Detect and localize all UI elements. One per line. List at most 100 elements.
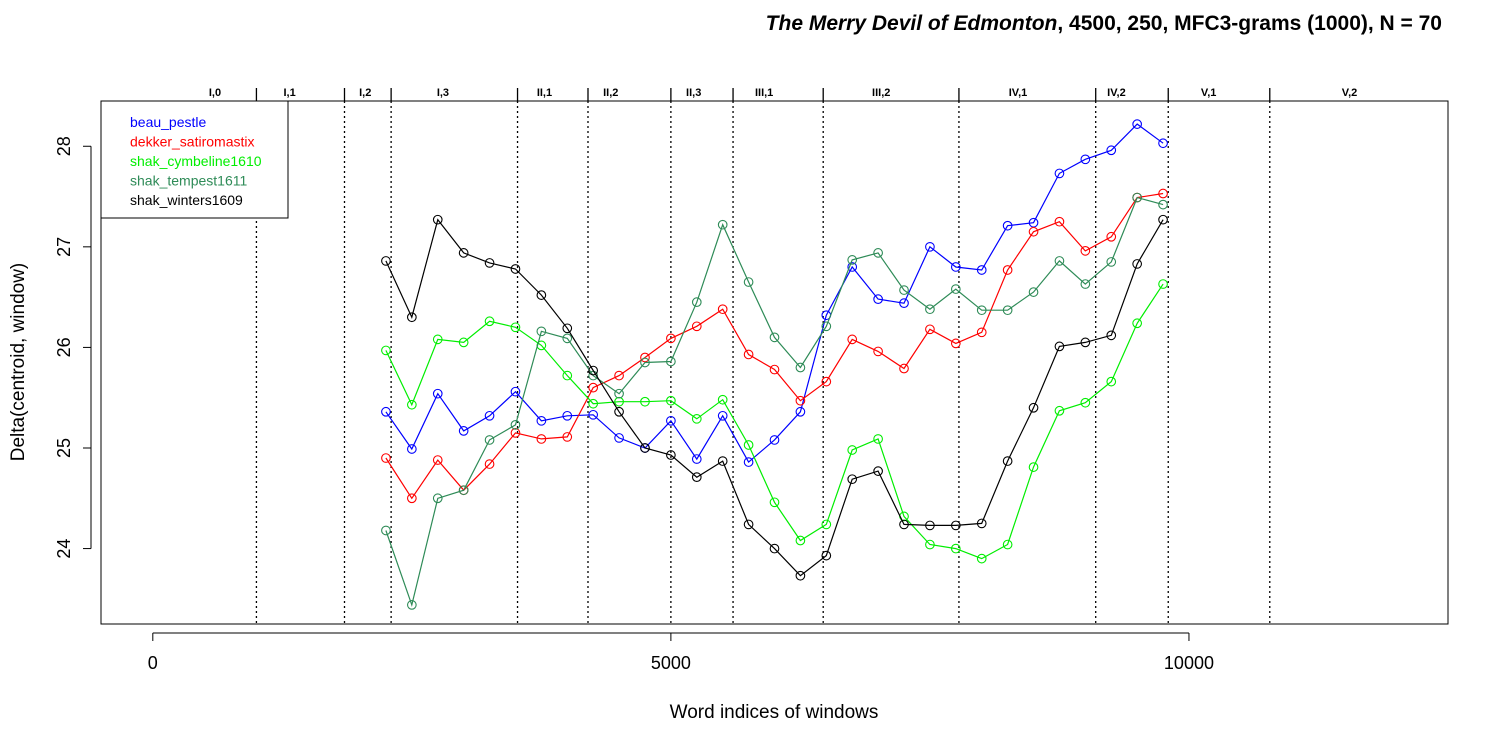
scene-label: I,2 (359, 87, 371, 99)
data-point (1054, 256, 1065, 266)
y-tick-label: 25 (54, 438, 74, 458)
series-line (385, 218, 1164, 577)
data-point (795, 570, 806, 581)
data-point (847, 334, 858, 345)
x-tick-label: 5000 (651, 653, 691, 673)
series-shak_cymbeline1610 (381, 279, 1168, 564)
data-point (950, 520, 961, 531)
y-tick-label: 26 (54, 337, 74, 357)
data-point (925, 539, 935, 550)
legend-entry: dekker_satiromastix (130, 134, 255, 150)
data-point (717, 394, 728, 405)
data-point (1028, 462, 1039, 472)
data-point (899, 298, 909, 309)
series-beau_pestle (381, 119, 1168, 467)
data-point (588, 409, 599, 420)
data-point (510, 264, 521, 274)
data-point (406, 312, 417, 323)
legend-entry: shak_winters1609 (130, 192, 243, 208)
data-point (691, 321, 702, 332)
data-point (899, 285, 909, 295)
series-line (385, 283, 1164, 560)
data-point (976, 265, 987, 275)
y-axis: 24 25 26 27 28 (54, 136, 92, 559)
data-point (381, 406, 391, 417)
data-point (769, 435, 780, 445)
data-point (873, 294, 883, 304)
data-point (1106, 231, 1117, 242)
data-point (1132, 192, 1143, 203)
data-point (899, 519, 909, 530)
data-point (432, 214, 443, 225)
data-point (795, 362, 806, 373)
data-point (510, 322, 521, 333)
chart-title: The Merry Devil of Edmonton, 4500, 250, … (766, 12, 1442, 35)
y-tick-label: 27 (54, 237, 74, 257)
data-point (769, 332, 780, 343)
data-point (1080, 246, 1091, 256)
data-point (640, 357, 650, 368)
data-point (691, 413, 702, 424)
data-point (847, 255, 858, 265)
act-scene-markers: I,0 I,1 I,2 I,3 II,1 II,2 II,3 III,1 III,2 IV,1 IV… (209, 87, 1357, 624)
data-point (1002, 265, 1013, 275)
data-point (562, 333, 573, 344)
data-point (950, 338, 961, 349)
x-axis-label: Word indices of windows (670, 702, 879, 723)
data-point (873, 346, 883, 357)
data-point (847, 445, 858, 455)
data-point (588, 365, 599, 376)
data-point (899, 363, 909, 374)
x-axis: 0 5000 10000 (148, 632, 1214, 673)
data-point (743, 349, 754, 360)
data-point (925, 520, 935, 531)
data-point (406, 399, 417, 410)
legend-entry: shak_tempest1611 (130, 173, 247, 189)
x-tick-label: 10000 (1164, 653, 1214, 673)
data-point (691, 454, 702, 464)
legend-box (100, 100, 289, 219)
data-point (717, 410, 728, 421)
legend: beau_pestle dekker_satiromastix shak_cymbe… (100, 100, 289, 219)
data-point (1080, 397, 1091, 408)
data-point (458, 337, 469, 348)
data-point (743, 457, 754, 467)
series-line (385, 192, 1164, 500)
data-point (743, 440, 754, 450)
data-point (1028, 402, 1039, 413)
data-point (976, 305, 987, 316)
data-point (873, 434, 883, 444)
data-point (484, 410, 495, 421)
series-shak_winters1609 (381, 214, 1168, 581)
y-axis-label: Delta(centroid, window) (8, 263, 29, 462)
data-point (1106, 257, 1117, 267)
data-point (666, 450, 676, 460)
legend-entry: shak_cymbeline1610 (130, 153, 262, 169)
scene-label: IV,2 (1107, 87, 1126, 99)
scene-label: II,2 (603, 87, 618, 99)
data-point (381, 453, 391, 463)
x-tick-label: 0 (148, 653, 158, 673)
data-point (666, 415, 676, 426)
data-point (1054, 341, 1065, 352)
legend-entry: beau_pestle (130, 114, 207, 130)
data-point (510, 386, 521, 397)
series-shak_tempest1611 (381, 192, 1168, 610)
data-point (873, 248, 883, 258)
scene-label: I,1 (283, 87, 295, 99)
data-point (950, 262, 961, 272)
data-point (795, 406, 806, 417)
data-point (1158, 199, 1168, 210)
data-point (717, 456, 728, 466)
data-point (640, 352, 650, 363)
data-point (536, 434, 547, 444)
data-point (795, 535, 806, 546)
data-point (640, 443, 650, 453)
data-point (769, 543, 780, 554)
data-point (381, 256, 391, 266)
data-point (1054, 216, 1065, 227)
data-point (432, 455, 443, 465)
data-point (614, 370, 624, 381)
data-point (614, 406, 624, 417)
